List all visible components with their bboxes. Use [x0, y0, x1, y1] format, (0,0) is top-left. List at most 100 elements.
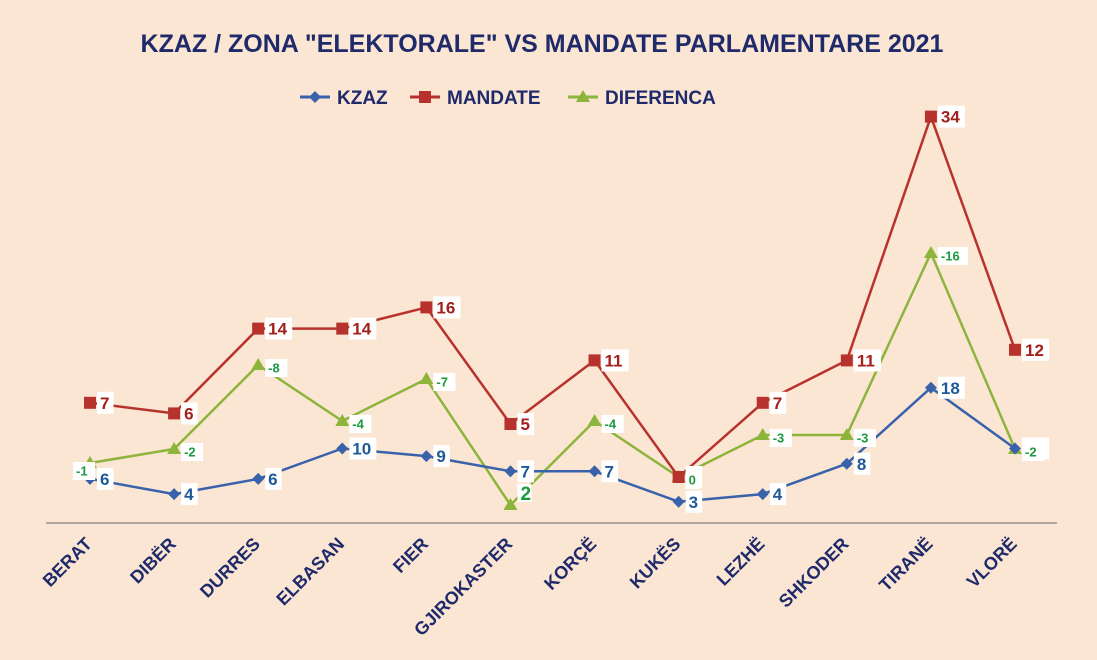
data-label-box-mandate-vlore: [1022, 338, 1050, 361]
series-line-kzaz: [89, 386, 1016, 503]
point-diferenca-korce: [587, 414, 602, 426]
data-label-box-kzaz-diber: [181, 483, 198, 506]
data-label-box-kzaz-tirane: [937, 376, 965, 399]
point-kzaz-durres: [252, 472, 265, 485]
data-label-mandate-shkoder: 11: [857, 352, 875, 371]
data-label-box-mandate-korce: [601, 349, 629, 372]
data-label-box-diferenca-tirane: [937, 247, 969, 265]
data-label-diferenca-berat: -1: [76, 464, 88, 479]
data-label-box-diferenca-fier: [433, 373, 456, 391]
data-label-diferenca-kukes: 0: [689, 473, 696, 488]
data-label-kzaz-kukes: 3: [689, 493, 698, 512]
data-label-kzaz-tirane: 18: [941, 379, 960, 398]
data-label-kzaz-gjirokaster: 7: [520, 462, 529, 481]
data-label-mandate-lezhe: 7: [773, 394, 782, 413]
data-label-mandate-diber: 6: [184, 405, 193, 424]
data-label-diferenca-diber: -2: [184, 445, 196, 460]
chart-title: KZAZ / ZONA "ELEKTORALE" VS MANDATE PARL…: [141, 30, 944, 58]
data-label-diferenca-durres: -8: [268, 361, 280, 376]
point-kzaz-lezhe: [756, 488, 769, 501]
data-label-diferenca-vlore: -2: [1025, 445, 1037, 460]
point-mandate-shkoder: [840, 354, 853, 367]
point-mandate-korce: [588, 354, 601, 367]
data-label-box-diferenca-vlore: [1022, 443, 1045, 461]
data-label-box-kzaz-elbasan: [349, 437, 377, 460]
series-line-mandate: [89, 115, 1017, 479]
data-label-mandate-elbasan: 14: [352, 320, 371, 339]
point-kzaz-fier: [420, 450, 433, 463]
point-diferenca-diber: [167, 442, 182, 454]
data-label-box-kzaz-kukes: [685, 490, 703, 513]
legend-marker-mandate: [419, 91, 431, 103]
point-kzaz-gjirokaster: [504, 465, 517, 478]
data-label-box-diferenca-shkoder: [853, 429, 876, 447]
data-label-mandate-berat: 7: [100, 394, 109, 413]
data-label-box-diferenca-elbasan: [349, 415, 372, 433]
data-label-box-diferenca-durres: [265, 359, 288, 377]
point-diferenca-gjirokaster: [503, 498, 518, 510]
data-label-box-kzaz-berat: [97, 467, 114, 490]
data-label-kzaz-berat: 6: [100, 470, 109, 489]
data-labels: 6461097734818107614141651107113412-1-2-8…: [73, 105, 1050, 513]
data-label-box-diferenca-korce: [601, 415, 624, 433]
data-label-mandate-durres: 14: [268, 320, 287, 339]
point-mandate-diber: [168, 407, 181, 420]
data-label-mandate-fier: 16: [436, 299, 455, 318]
data-label-diferenca-fier: -7: [436, 375, 448, 390]
category-label-kukes: KUKËS: [626, 534, 685, 593]
point-diferenca-elbasan: [335, 414, 350, 426]
point-diferenca-durres: [251, 358, 266, 370]
point-mandate-berat: [84, 396, 96, 409]
series-line-diferenca: [89, 251, 1017, 507]
data-label-box-kzaz-durres: [265, 467, 282, 490]
data-label-kzaz-durres: 6: [268, 470, 277, 489]
point-kzaz-elbasan: [336, 442, 349, 455]
data-label-diferenca-shkoder: -3: [857, 431, 869, 446]
legend: KZAZ MANDATE DIFERENCA: [300, 88, 716, 109]
point-mandate-durres: [252, 322, 265, 335]
point-diferenca-shkoder: [839, 428, 854, 440]
data-label-box-kzaz-korce: [601, 460, 619, 483]
category-label-vlore: VLORË: [963, 534, 1021, 592]
legend-marker-kzaz: [309, 91, 321, 103]
point-kzaz-kukes: [672, 495, 685, 508]
legend-label-kzaz: KZAZ: [337, 88, 388, 109]
data-label-mandate-tirane: 34: [941, 108, 960, 127]
data-label-diferenca-elbasan: -4: [352, 417, 364, 432]
series-markers: [83, 110, 1022, 510]
category-label-durres: DURRES: [196, 534, 264, 602]
data-label-box-mandate-elbasan: [349, 317, 377, 340]
legend-label-diferenca: DIFERENCA: [605, 88, 716, 109]
point-mandate-tirane: [924, 110, 937, 123]
data-label-box-diferenca-diber: [181, 443, 204, 461]
data-label-diferenca-lezhe: -3: [773, 431, 785, 446]
point-mandate-kukes: [672, 471, 685, 483]
data-label-diferenca-korce: -4: [605, 417, 617, 432]
data-label-box-kzaz-fier: [433, 445, 450, 468]
category-label-korce: KORÇË: [540, 534, 600, 594]
point-kzaz-tirane: [924, 381, 937, 394]
data-label-box-diferenca-berat: [73, 462, 96, 480]
point-diferenca-tirane: [923, 246, 938, 258]
data-label-box-mandate-fier: [433, 296, 461, 319]
point-mandate-elbasan: [336, 322, 349, 335]
data-label-kzaz-lezhe: 4: [773, 485, 783, 504]
legend-marker-diferenca: [576, 90, 590, 102]
point-kzaz-diber: [168, 488, 181, 501]
data-label-kzaz-diber: 4: [184, 485, 194, 504]
data-label-box-mandate-durres: [265, 317, 293, 340]
point-diferenca-fier: [419, 372, 434, 384]
data-label-box-diferenca-lezhe: [769, 429, 792, 447]
data-label-mandate-vlore: 12: [1025, 341, 1044, 360]
point-kzaz-shkoder: [840, 457, 853, 470]
data-label-diferenca-gjirokaster: 2: [520, 484, 531, 505]
category-label-tirane: TIRANË: [875, 534, 937, 596]
category-label-fier: FIER: [389, 534, 432, 577]
point-mandate-gjirokaster: [504, 418, 517, 430]
category-label-lezhe: LEZHË: [713, 534, 769, 590]
data-label-kzaz-korce: 7: [605, 462, 614, 481]
data-label-mandate-gjirokaster: 5: [520, 415, 529, 434]
point-kzaz-vlore: [1009, 442, 1021, 455]
